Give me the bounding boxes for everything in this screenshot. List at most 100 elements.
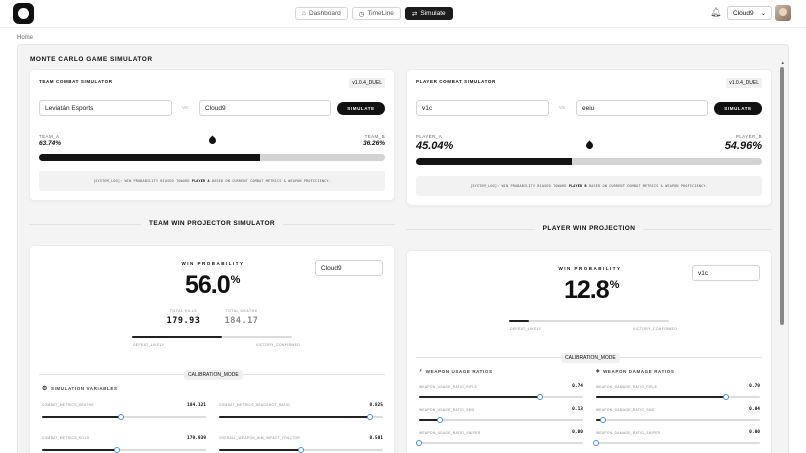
damage-value: 0.79 — [749, 384, 760, 389]
team-a-label: TEAM_A — [39, 134, 60, 139]
player-projection-card: WIN PROBABILITY 12.8% v1c DEFEAT_LIKELY … — [406, 250, 772, 453]
var-slider[interactable] — [219, 414, 383, 420]
damage-slider-fill — [596, 396, 726, 398]
slider-knob[interactable] — [366, 414, 373, 420]
scrollbar[interactable] — [780, 67, 784, 325]
team-combat-version: v1.0.4_DUEL — [349, 78, 385, 88]
total-deaths-value: 184.17 — [224, 316, 259, 326]
damage-name: WEAPON_DAMAGE_RATIO_SNIPER — [596, 431, 661, 435]
team-combat-card: TEAM COMBAT SIMULATOR v1.0.4_DUEL Leviat… — [29, 69, 395, 201]
simulate-icon: ⇄ — [411, 10, 418, 18]
player-win-meter-fill — [509, 320, 530, 322]
usage-slider[interactable] — [416, 440, 583, 446]
team-simulate-button[interactable]: SIMULATE — [337, 102, 385, 115]
team-win-prob-value: 56.0% — [185, 271, 240, 300]
var-slider[interactable] — [42, 414, 206, 420]
team-probability-bar — [39, 154, 385, 161]
slider-knob[interactable] — [722, 394, 729, 400]
damage-slider[interactable] — [593, 440, 760, 446]
usage-slider[interactable] — [419, 394, 583, 400]
team-log-prefix: [SYSTEM_LOG]: WIN PROBABILITY BIASED TOW… — [93, 179, 190, 183]
team-select-value: Cloud9 — [733, 9, 754, 17]
player-b-percent: 54.96% — [724, 140, 762, 152]
team-select[interactable]: Cloud9 ⌄ — [727, 6, 772, 20]
team-b-input[interactable]: Cloud9 — [199, 100, 331, 116]
vs-label: VS — [182, 105, 189, 110]
player-b-input[interactable]: eeiu — [576, 100, 708, 116]
slider-knob[interactable] — [437, 417, 444, 423]
team-system-log: [SYSTEM_LOG]: WIN PROBABILITY BIASED TOW… — [39, 171, 385, 191]
usage-value: 0.00 — [572, 430, 583, 435]
app-logo[interactable] — [13, 3, 34, 24]
slider-knob[interactable] — [298, 447, 304, 453]
sim-vars-heading: ⚙ SIMULATION VARIABLES — [42, 385, 118, 392]
slider-knob[interactable] — [537, 394, 544, 400]
player-system-log: [SYSTEM_LOG]: WIN PROBABILITY BIASED TOW… — [416, 176, 762, 196]
usage-name: WEAPON_USAGE_RATIO_RIFLE — [419, 385, 478, 389]
avatar[interactable] — [775, 5, 791, 21]
damage-name: WEAPON_DAMAGE_RATIO_SMG — [596, 408, 655, 412]
player-a-label: PLAYER_A — [416, 134, 443, 139]
vs-label: VS — [559, 105, 566, 110]
team-win-meter-fill — [132, 336, 222, 338]
usage-value: 0.13 — [572, 407, 583, 412]
slider-knob[interactable] — [117, 414, 124, 420]
calibration-mode-badge: CALIBRATION_MODE — [184, 370, 243, 380]
team-projector-card: WIN PROBABILITY 56.0% Cloud9 TOTAL KILLS… — [29, 245, 395, 453]
player-probability-bar — [416, 158, 762, 165]
damage-heading: ◈ WEAPON DAMAGE RATIOS — [596, 368, 674, 374]
var-slider[interactable] — [42, 447, 206, 453]
player-projection-input[interactable]: v1c — [692, 265, 760, 281]
nav-dashboard-label: Dashboard — [308, 10, 341, 17]
var-name: COMBAT_METRICS_KILLS — [42, 436, 90, 440]
team-a-bar-fill — [39, 154, 260, 161]
team-projector-heading: TEAM WIN PROJECTOR SIMULATOR — [29, 220, 395, 227]
var-slider-fill — [219, 416, 370, 418]
damage-slider[interactable] — [596, 394, 760, 400]
target-icon: ◈ — [596, 368, 601, 373]
player-log-suffix: BASED ON CURRENT COMBAT METRICS & WEAPON… — [589, 184, 708, 188]
slider-knob[interactable] — [599, 417, 606, 423]
team-a-input[interactable]: Leviatán Esports — [39, 100, 172, 116]
player-b-label: PLAYER_B — [735, 134, 762, 139]
nav-dashboard[interactable]: ⌂ Dashboard — [295, 7, 348, 20]
scroll-up-icon[interactable]: ▲ — [780, 60, 785, 65]
slider-knob[interactable] — [593, 440, 599, 446]
home-icon: ⌂ — [302, 10, 306, 17]
team-win-prob-unit: % — [230, 274, 241, 286]
gear-icon: ⚙ — [42, 386, 48, 392]
player-log-strong: PLAYER B — [568, 184, 587, 188]
var-value: 0.825 — [369, 403, 383, 408]
player-combat-card: PLAYER COMBAT SIMULATOR v1.0.4_DUEL v1c … — [406, 69, 772, 206]
damage-title: WEAPON DAMAGE RATIOS — [603, 368, 675, 374]
team-log-strong: PLAYER A — [191, 179, 210, 183]
player-a-bar-fill — [416, 158, 572, 165]
player-a-input[interactable]: v1c — [416, 100, 549, 116]
damage-value: 0.00 — [749, 430, 760, 435]
usage-name: WEAPON_USAGE_RATIO_SMG — [419, 408, 475, 412]
damage-value: 0.04 — [749, 407, 760, 412]
slider-knob[interactable] — [114, 447, 121, 453]
damage-name: WEAPON_DAMAGE_RATIO_RIFLE — [596, 385, 658, 389]
clock-icon: ◷ — [358, 10, 365, 18]
player-projection-heading-text: PLAYER WIN PROJECTION — [534, 225, 644, 232]
bell-icon[interactable]: 🔔︎ — [710, 7, 722, 17]
team-projector-input[interactable]: Cloud9 — [315, 260, 383, 276]
nav-timeline[interactable]: ◷ TimeLine — [351, 7, 401, 20]
team-projector-heading-text: TEAM WIN PROJECTOR SIMULATOR — [140, 220, 284, 227]
main-nav: ⌂ Dashboard ◷ TimeLine ⇄ Simulate — [295, 7, 453, 20]
total-kills-label: TOTAL KILLS — [169, 309, 198, 313]
damage-slider[interactable] — [596, 417, 760, 423]
defeat-label: DEFEAT_LIKELY — [133, 343, 165, 347]
var-value: 179.939 — [187, 436, 206, 441]
slider-knob[interactable] — [416, 440, 422, 446]
victory-label: VICTORY_CONFIRMED — [633, 327, 678, 331]
player-win-prob-number: 12.8 — [564, 276, 610, 304]
player-combat-version: v1.0.4_DUEL — [726, 78, 762, 88]
nav-simulate[interactable]: ⇄ Simulate — [404, 7, 453, 20]
player-simulate-button[interactable]: SIMULATE — [714, 102, 762, 115]
breadcrumb[interactable]: Home — [17, 35, 34, 41]
usage-slider[interactable] — [419, 417, 583, 423]
var-slider-fill — [42, 416, 121, 418]
var-slider[interactable] — [219, 447, 383, 453]
